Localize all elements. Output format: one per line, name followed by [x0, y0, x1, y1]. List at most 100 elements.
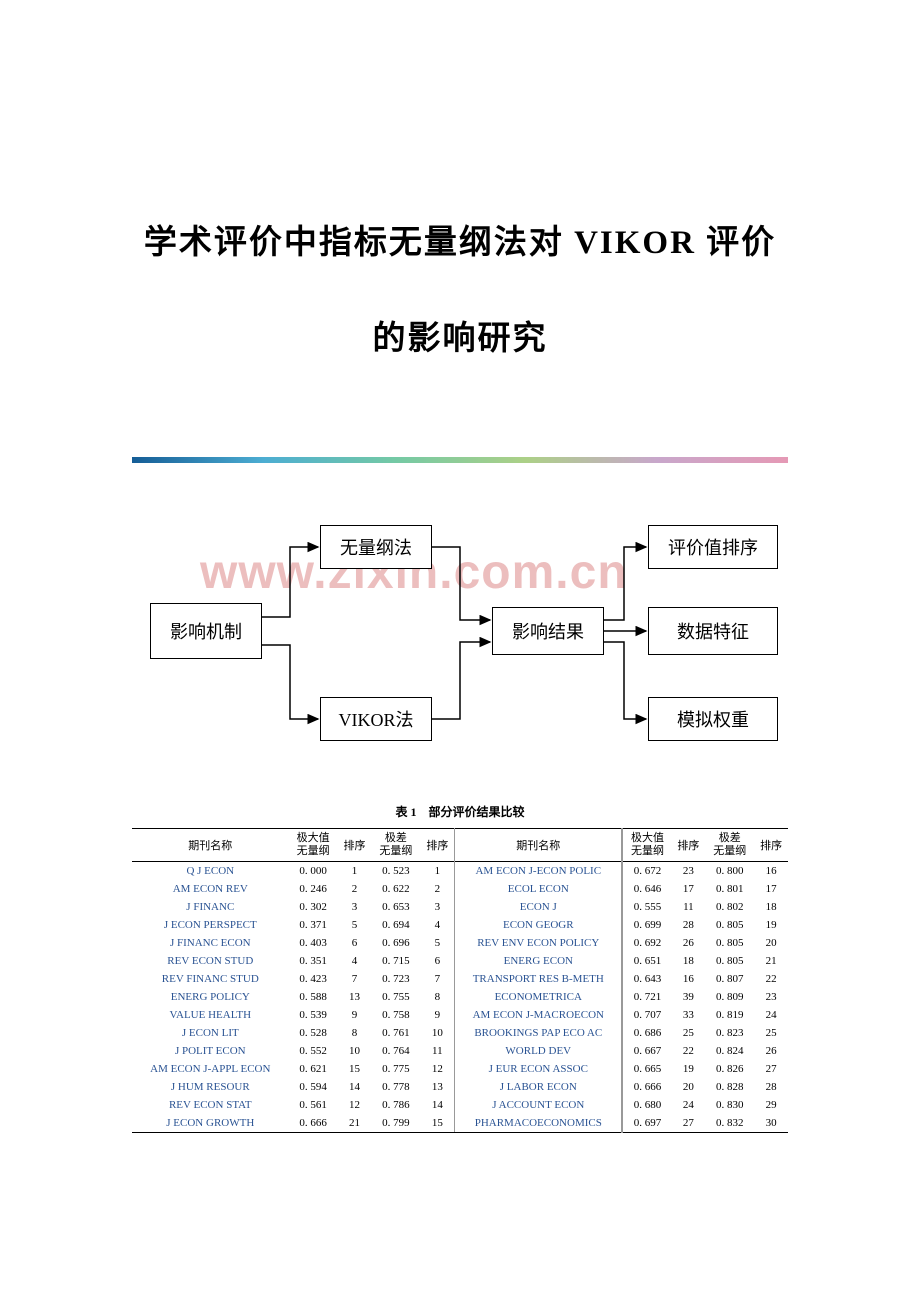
journal-cell: ENERG POLICY [132, 988, 289, 1006]
diffval-cell: 0. 801 [705, 880, 754, 898]
rank-cell: 3 [421, 898, 455, 916]
maxval-cell: 0. 672 [622, 862, 671, 881]
rank-cell: 4 [338, 952, 372, 970]
table-row: J FINANC0. 30230. 6533ECON J0. 555110. 8… [132, 898, 788, 916]
header-rank2-left: 排序 [421, 829, 455, 862]
maxval-cell: 0. 707 [622, 1006, 671, 1024]
maxval-cell: 0. 692 [622, 934, 671, 952]
rank-cell: 15 [338, 1060, 372, 1078]
page-title-block: 学术评价中指标无量纲法对 VIKOR 评价 的影响研究 [0, 0, 920, 359]
journal-cell: J ACCOUNT ECON [455, 1096, 623, 1114]
rank-cell: 5 [421, 934, 455, 952]
journal-cell: J LABOR ECON [455, 1078, 623, 1096]
diffval-cell: 0. 764 [371, 1042, 420, 1060]
maxval-cell: 0. 699 [622, 916, 671, 934]
rank-cell: 2 [338, 880, 372, 898]
rank-cell: 9 [338, 1006, 372, 1024]
journal-cell: VALUE HEALTH [132, 1006, 289, 1024]
node-dimensionless-method: 无量纲法 [320, 525, 432, 569]
rank-cell: 22 [672, 1042, 706, 1060]
maxval-cell: 0. 423 [289, 970, 338, 988]
maxval-cell: 0. 552 [289, 1042, 338, 1060]
journal-cell: ECON GEOGR [455, 916, 623, 934]
table-row: J ECON LIT0. 52880. 76110BROOKINGS PAP E… [132, 1024, 788, 1042]
rank-cell: 2 [421, 880, 455, 898]
rank-cell: 15 [421, 1114, 455, 1133]
diffval-cell: 0. 778 [371, 1078, 420, 1096]
rank-cell: 28 [754, 1078, 788, 1096]
table-row: REV FINANC STUD0. 42370. 7237TRANSPORT R… [132, 970, 788, 988]
journal-cell: AM ECON J-MACROECON [455, 1006, 623, 1024]
node-sim-weights: 模拟权重 [648, 697, 778, 741]
rank-cell: 18 [754, 898, 788, 916]
diffval-cell: 0. 775 [371, 1060, 420, 1078]
rank-cell: 21 [338, 1114, 372, 1133]
maxval-cell: 0. 246 [289, 880, 338, 898]
rank-cell: 5 [338, 916, 372, 934]
diffval-cell: 0. 805 [705, 934, 754, 952]
rank-cell: 23 [672, 862, 706, 881]
journal-cell: BROOKINGS PAP ECO AC [455, 1024, 623, 1042]
node-influence-mechanism: 影响机制 [150, 603, 262, 659]
rank-cell: 20 [672, 1078, 706, 1096]
rank-cell: 14 [421, 1096, 455, 1114]
maxval-cell: 0. 588 [289, 988, 338, 1006]
maxval-cell: 0. 539 [289, 1006, 338, 1024]
rank-cell: 19 [754, 916, 788, 934]
rank-cell: 4 [421, 916, 455, 934]
rank-cell: 3 [338, 898, 372, 916]
rank-cell: 1 [421, 862, 455, 881]
maxval-cell: 0. 403 [289, 934, 338, 952]
journal-cell: J HUM RESOUR [132, 1078, 289, 1096]
diffval-cell: 0. 823 [705, 1024, 754, 1042]
journal-cell: AM ECON REV [132, 880, 289, 898]
rank-cell: 19 [672, 1060, 706, 1078]
rank-cell: 11 [672, 898, 706, 916]
journal-cell: J ECON LIT [132, 1024, 289, 1042]
rank-cell: 18 [672, 952, 706, 970]
rank-cell: 24 [672, 1096, 706, 1114]
journal-cell: WORLD DEV [455, 1042, 623, 1060]
diffval-cell: 0. 696 [371, 934, 420, 952]
table-row: J POLIT ECON0. 552100. 76411WORLD DEV0. … [132, 1042, 788, 1060]
diffval-cell: 0. 653 [371, 898, 420, 916]
header-journal-left: 期刊名称 [132, 829, 289, 862]
journal-cell: ECONOMETRICA [455, 988, 623, 1006]
diffval-cell: 0. 824 [705, 1042, 754, 1060]
table-row: J FINANC ECON0. 40360. 6965REV ENV ECON … [132, 934, 788, 952]
title-line-2: 的影响研究 [0, 311, 920, 359]
comparison-table-container: 期刊名称 极大值无量纲 排序 极差无量纲 排序 期刊名称 极大值无量纲 排序 极… [132, 828, 788, 1133]
rank-cell: 21 [754, 952, 788, 970]
node-data-features: 数据特征 [648, 607, 778, 655]
journal-cell: ENERG ECON [455, 952, 623, 970]
diffval-cell: 0. 805 [705, 952, 754, 970]
journal-cell: AM ECON J-ECON POLIC [455, 862, 623, 881]
table-row: J ECON PERSPECT0. 37150. 6944ECON GEOGR0… [132, 916, 788, 934]
journal-cell: J ECON GROWTH [132, 1114, 289, 1133]
rank-cell: 29 [754, 1096, 788, 1114]
rank-cell: 33 [672, 1006, 706, 1024]
rank-cell: 17 [672, 880, 706, 898]
diffval-cell: 0. 755 [371, 988, 420, 1006]
table-row: J HUM RESOUR0. 594140. 77813J LABOR ECON… [132, 1078, 788, 1096]
maxval-cell: 0. 665 [622, 1060, 671, 1078]
diffval-cell: 0. 761 [371, 1024, 420, 1042]
maxval-cell: 0. 666 [622, 1078, 671, 1096]
rank-cell: 10 [338, 1042, 372, 1060]
rank-cell: 39 [672, 988, 706, 1006]
rank-cell: 6 [338, 934, 372, 952]
rank-cell: 14 [338, 1078, 372, 1096]
diffval-cell: 0. 807 [705, 970, 754, 988]
header-diffval-left: 极差无量纲 [371, 829, 420, 862]
journal-cell: ECOL ECON [455, 880, 623, 898]
rank-cell: 30 [754, 1114, 788, 1133]
diffval-cell: 0. 828 [705, 1078, 754, 1096]
node-eval-ranking: 评价值排序 [648, 525, 778, 569]
diffval-cell: 0. 622 [371, 880, 420, 898]
rank-cell: 1 [338, 862, 372, 881]
maxval-cell: 0. 351 [289, 952, 338, 970]
rank-cell: 25 [754, 1024, 788, 1042]
rank-cell: 12 [421, 1060, 455, 1078]
rank-cell: 23 [754, 988, 788, 1006]
diffval-cell: 0. 805 [705, 916, 754, 934]
